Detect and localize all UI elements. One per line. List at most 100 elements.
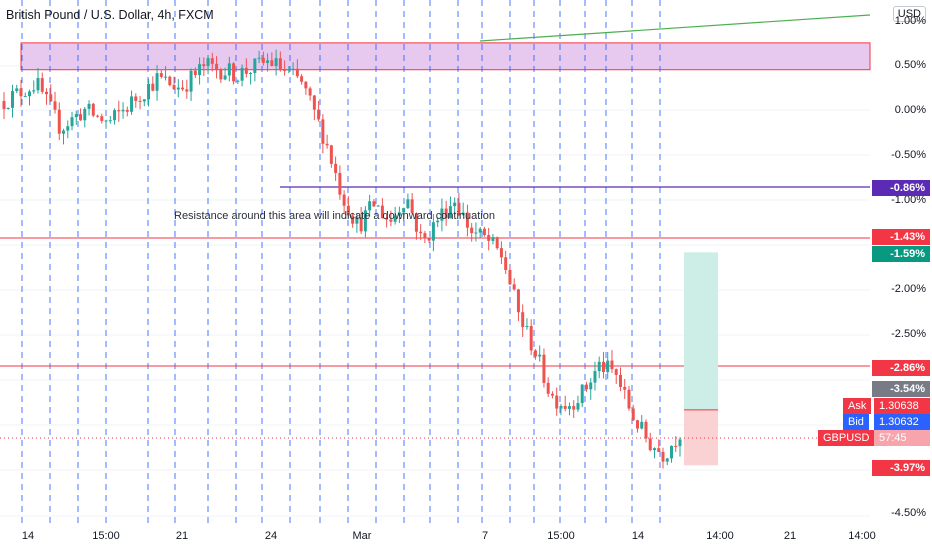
- candle-body: [270, 60, 274, 67]
- candle-body: [215, 63, 219, 70]
- bar-countdown: 57:45: [874, 430, 930, 446]
- price-axis-label: 1.00%: [894, 14, 926, 27]
- candle-body: [206, 58, 210, 67]
- candle-body: [244, 67, 248, 74]
- candle-body: [249, 73, 253, 75]
- candle-body: [159, 73, 163, 77]
- time-axis-label: 14:00: [706, 530, 734, 542]
- candle-body: [359, 217, 363, 232]
- candle-body: [338, 172, 342, 195]
- price-axis-label: -2.50%: [891, 327, 926, 340]
- bid-label: Bid: [843, 414, 869, 430]
- price-axis-label: -1.00%: [891, 193, 926, 206]
- candle-body: [138, 100, 142, 102]
- candle-body: [465, 212, 469, 228]
- candle-body: [304, 81, 308, 89]
- candle-body: [266, 60, 270, 63]
- candle-body: [521, 312, 525, 328]
- resistance-zone: [20, 42, 871, 71]
- candle-body: [36, 78, 40, 91]
- candle-body: [618, 374, 622, 387]
- ask-label: Ask: [843, 398, 872, 414]
- candle-body: [355, 217, 359, 224]
- candle-body: [504, 257, 508, 271]
- chart-title: British Pound / U.S. Dollar, 4h, FXCM: [6, 8, 214, 22]
- candle-body: [227, 63, 231, 76]
- candle-body: [385, 218, 389, 220]
- candle-body: [372, 201, 376, 207]
- candle-body: [6, 107, 10, 109]
- chart-annotation: Resistance around this area will indicat…: [174, 210, 496, 222]
- level-badge-gray: -3.54%: [872, 381, 930, 397]
- time-axis-label: 24: [264, 530, 278, 542]
- candle-body: [49, 94, 53, 102]
- candle-body: [448, 206, 452, 219]
- time-axis-label: Mar: [352, 530, 372, 542]
- candle-body: [342, 194, 346, 206]
- candle-body: [606, 360, 610, 373]
- candle-body: [189, 70, 193, 92]
- candle-body: [147, 83, 151, 100]
- candle-body: [491, 237, 495, 241]
- candle-body: [648, 438, 652, 451]
- candle-body: [96, 115, 100, 117]
- candle-body: [380, 205, 384, 219]
- candle-body: [453, 202, 457, 207]
- candle-body: [19, 88, 23, 97]
- time-axis-label: 15:00: [92, 530, 120, 542]
- candle-body: [134, 96, 138, 101]
- level-badge-red-upper: -1.43%: [872, 229, 930, 245]
- candle-body: [113, 110, 117, 121]
- position-target-zone: [684, 252, 718, 410]
- candle-body: [576, 403, 580, 410]
- candle-body: [23, 96, 27, 98]
- level-badge-red-lower: -2.86%: [872, 360, 930, 376]
- candle-body: [83, 108, 87, 121]
- level-badge-target: -1.59%: [872, 246, 930, 262]
- candle-body: [397, 212, 401, 216]
- candle-body: [635, 420, 639, 429]
- candle-body: [487, 235, 491, 241]
- candle-body: [529, 326, 533, 351]
- candle-body: [198, 64, 202, 76]
- candle-body: [334, 163, 338, 173]
- candle-body: [100, 116, 104, 121]
- candle-body: [91, 103, 95, 116]
- time-axis-label: 15:00: [547, 530, 575, 542]
- candle-body: [15, 88, 19, 92]
- candle-body: [185, 89, 189, 92]
- candle-body: [283, 69, 287, 71]
- candle-body: [567, 406, 571, 409]
- level-badge-stop: -3.97%: [872, 460, 930, 476]
- candle-body: [274, 58, 278, 67]
- level-badge-purple: -0.86%: [872, 180, 930, 196]
- candle-body: [631, 408, 635, 421]
- currency-button[interactable]: USD: [892, 6, 926, 22]
- candle-body: [287, 69, 291, 71]
- candle-body: [232, 63, 236, 82]
- candle-body: [584, 384, 588, 390]
- candle-body: [164, 76, 168, 78]
- candle-body: [193, 70, 197, 76]
- candle-body: [210, 58, 214, 64]
- candle-body: [482, 228, 486, 236]
- candle-body: [121, 109, 125, 112]
- candle-body: [550, 393, 554, 396]
- candle-body: [589, 382, 593, 390]
- candle-body: [414, 213, 418, 232]
- candle-body: [66, 126, 70, 131]
- candle-body: [278, 58, 282, 70]
- candle-body: [321, 119, 325, 144]
- candle-body: [627, 389, 631, 409]
- candle-body: [661, 451, 665, 462]
- candle-body: [295, 68, 299, 77]
- time-axis-label: 7: [481, 530, 489, 542]
- candle-body: [308, 88, 312, 96]
- candle-body: [508, 270, 512, 285]
- candle-body: [423, 233, 427, 239]
- candle-body: [32, 90, 36, 92]
- candle-body: [674, 445, 678, 447]
- candle-body: [257, 57, 261, 59]
